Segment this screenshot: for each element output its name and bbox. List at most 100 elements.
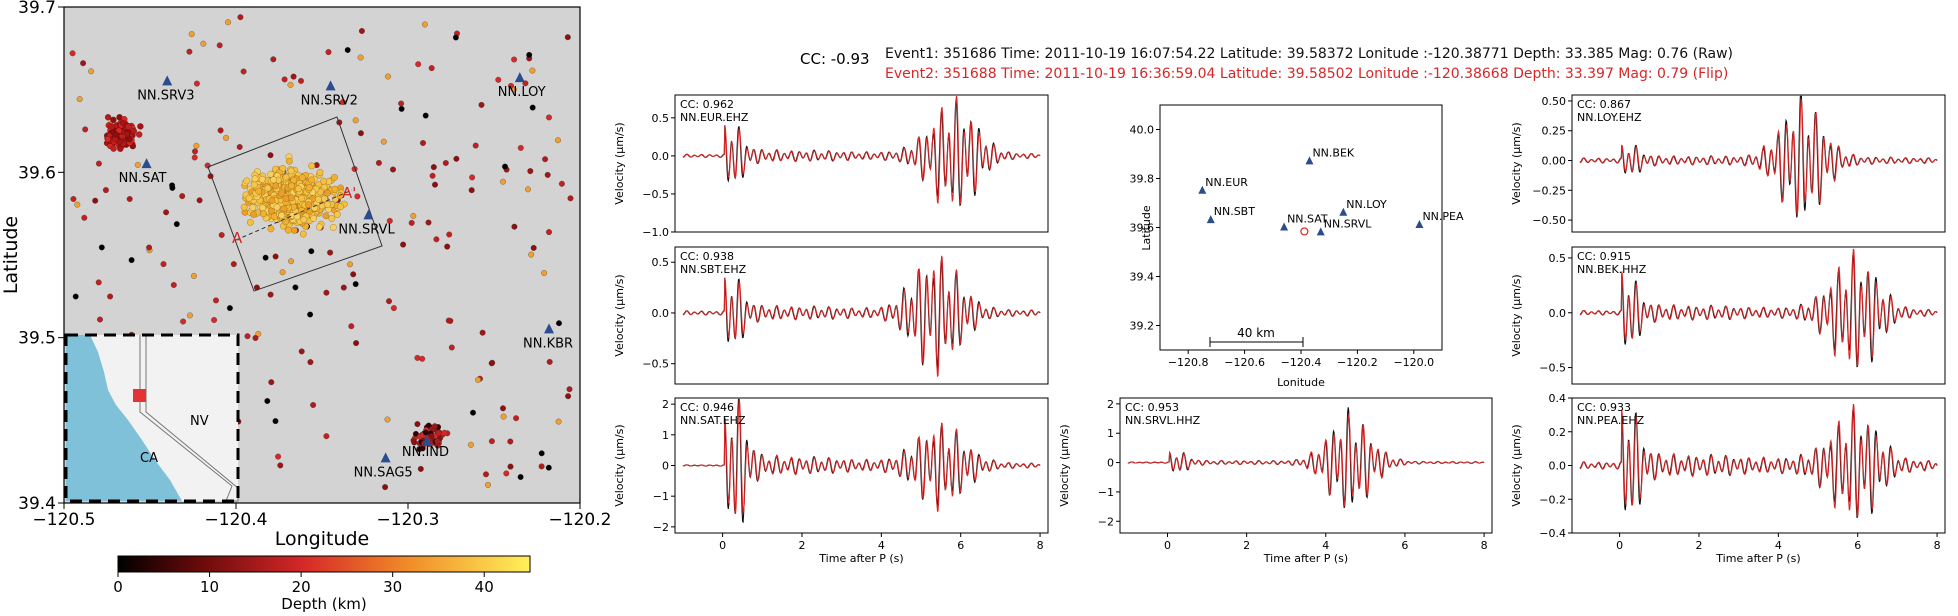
event-dot — [327, 249, 334, 256]
event-dot — [196, 197, 203, 204]
event-dot — [500, 405, 506, 412]
event-dot — [258, 175, 266, 183]
event-dot — [270, 176, 277, 184]
event-dot — [264, 398, 271, 404]
event-dot — [80, 60, 87, 67]
event-dot — [333, 211, 341, 218]
event-dot — [130, 127, 137, 135]
station-map-ylabel: Latitude — [1140, 205, 1153, 251]
event-dot — [444, 243, 451, 250]
waveform-xtick-label: 6 — [1401, 539, 1408, 552]
event-dot — [230, 261, 237, 268]
depth-colorbar — [117, 555, 531, 573]
event-dot — [81, 214, 88, 221]
station-label: NN.SAT — [119, 171, 167, 186]
event-dot — [357, 54, 364, 61]
event-dot — [193, 80, 200, 87]
event-dot — [163, 209, 170, 216]
profile-line — [235, 189, 353, 241]
waveform-ytick-label: 0.25 — [1542, 125, 1567, 138]
event-dot — [419, 355, 426, 362]
waveform-panel: −0.4 −0.2 0.0 0.2 0.4 0 2 4 6 8 Time after P (s) Ve… — [1510, 392, 1946, 565]
waveform-xtick-label: 8 — [1037, 539, 1044, 552]
map-xtick-label: −120.4 — [205, 510, 268, 530]
waveform-station-label: NN.SAT.EHZ — [680, 414, 746, 427]
event-dot — [117, 145, 124, 152]
event-dot — [434, 442, 441, 449]
waveform-ylabel: Velocity (μm/s) — [1510, 274, 1523, 356]
event-dot — [285, 157, 293, 165]
event-dot — [244, 333, 251, 340]
event-dot — [408, 219, 415, 226]
flip-waveform-line — [682, 96, 1041, 205]
event-dot — [433, 236, 440, 243]
event-dot — [422, 112, 429, 119]
station-label: NN.IND — [402, 445, 449, 460]
waveform-cc-label: CC: 0.938 — [680, 250, 734, 263]
event-dot — [323, 433, 330, 440]
event-dot — [485, 481, 491, 488]
waveform-ytick-label: −1.0 — [642, 226, 669, 239]
event-dot — [82, 126, 89, 133]
flip-waveform-line — [1579, 248, 1938, 366]
waveform-panel: −2 −1 0 1 2 0 2 4 6 8 Time after P (s) Velocity (μm… — [1058, 397, 1493, 565]
event-dot — [264, 184, 272, 192]
waveform-ytick-label: 0.0 — [1549, 460, 1567, 473]
waveform-ylabel: Velocity (μm/s) — [1510, 424, 1523, 506]
event-dot — [567, 195, 574, 202]
event-dot — [310, 214, 317, 222]
waveform-ytick-label: −0.5 — [642, 188, 669, 201]
event-dot — [555, 418, 562, 425]
event-dot — [95, 279, 102, 286]
event-dot — [324, 189, 331, 197]
inset-map: NV CA — [64, 333, 240, 503]
event-dot — [110, 145, 117, 152]
event-dot — [298, 194, 306, 202]
map-axes: −120.5 −120.4 −120.3 −120.2 39.4 39.5 39.6 39.7 — [18, 0, 611, 530]
flip-waveform-line — [1579, 403, 1938, 517]
event-dot — [442, 160, 449, 166]
event-dot — [126, 196, 133, 202]
event-dot — [125, 123, 132, 130]
waveform-station-label: NN.EUR.EHZ — [680, 111, 749, 124]
station-triangle-icon — [544, 323, 555, 334]
waveform-ylabel: Velocity (μm/s) — [1058, 424, 1071, 506]
event-dot — [186, 312, 193, 319]
event-dot — [267, 225, 275, 233]
waveform-ytick-label: 0.5 — [1549, 252, 1567, 265]
waveform-xtick-label: 4 — [878, 539, 885, 552]
waveform-ytick-label: 0.4 — [1549, 392, 1567, 405]
waveform-cc-label: CC: 0.953 — [1125, 401, 1179, 414]
waveform-xlabel: Time after P (s) — [818, 552, 903, 565]
event-dot — [204, 162, 211, 169]
event-dot — [299, 230, 307, 238]
event-dot — [432, 181, 438, 188]
station-triangle-icon — [1305, 156, 1314, 165]
event-dot — [329, 223, 337, 231]
station-label: NN.SAG5 — [354, 465, 413, 480]
event-dot — [386, 298, 392, 305]
event-dot — [435, 430, 442, 437]
event-dot — [191, 154, 198, 161]
waveform-ytick-label: 0.0 — [652, 150, 670, 163]
event-dot — [344, 47, 351, 53]
event-dot — [386, 217, 393, 224]
event-dot — [375, 159, 382, 166]
event-dot — [292, 284, 299, 291]
event-dot — [478, 101, 485, 108]
event-dot — [328, 214, 336, 222]
event-dot — [193, 142, 200, 149]
event-dot — [307, 311, 314, 318]
event-dot — [294, 185, 302, 193]
waveform-panel: −0.50 −0.25 0.00 0.25 0.50 Velocity (μm/s) CC:… — [1510, 94, 1946, 233]
event-dot — [245, 194, 253, 202]
waveform-cc-label: CC: 0.946 — [680, 401, 734, 414]
map-stations: NN.SRV3 NN.SRV2 NN.LOY NN.SAT NN.SRVL NN.KBR N… — [119, 72, 573, 480]
event-dot — [526, 51, 533, 58]
waveform-ytick-label: 0.50 — [1542, 95, 1567, 108]
event-dot — [339, 99, 346, 106]
event-dot — [252, 335, 259, 341]
event-dot — [347, 261, 353, 268]
event-dot — [272, 182, 280, 190]
